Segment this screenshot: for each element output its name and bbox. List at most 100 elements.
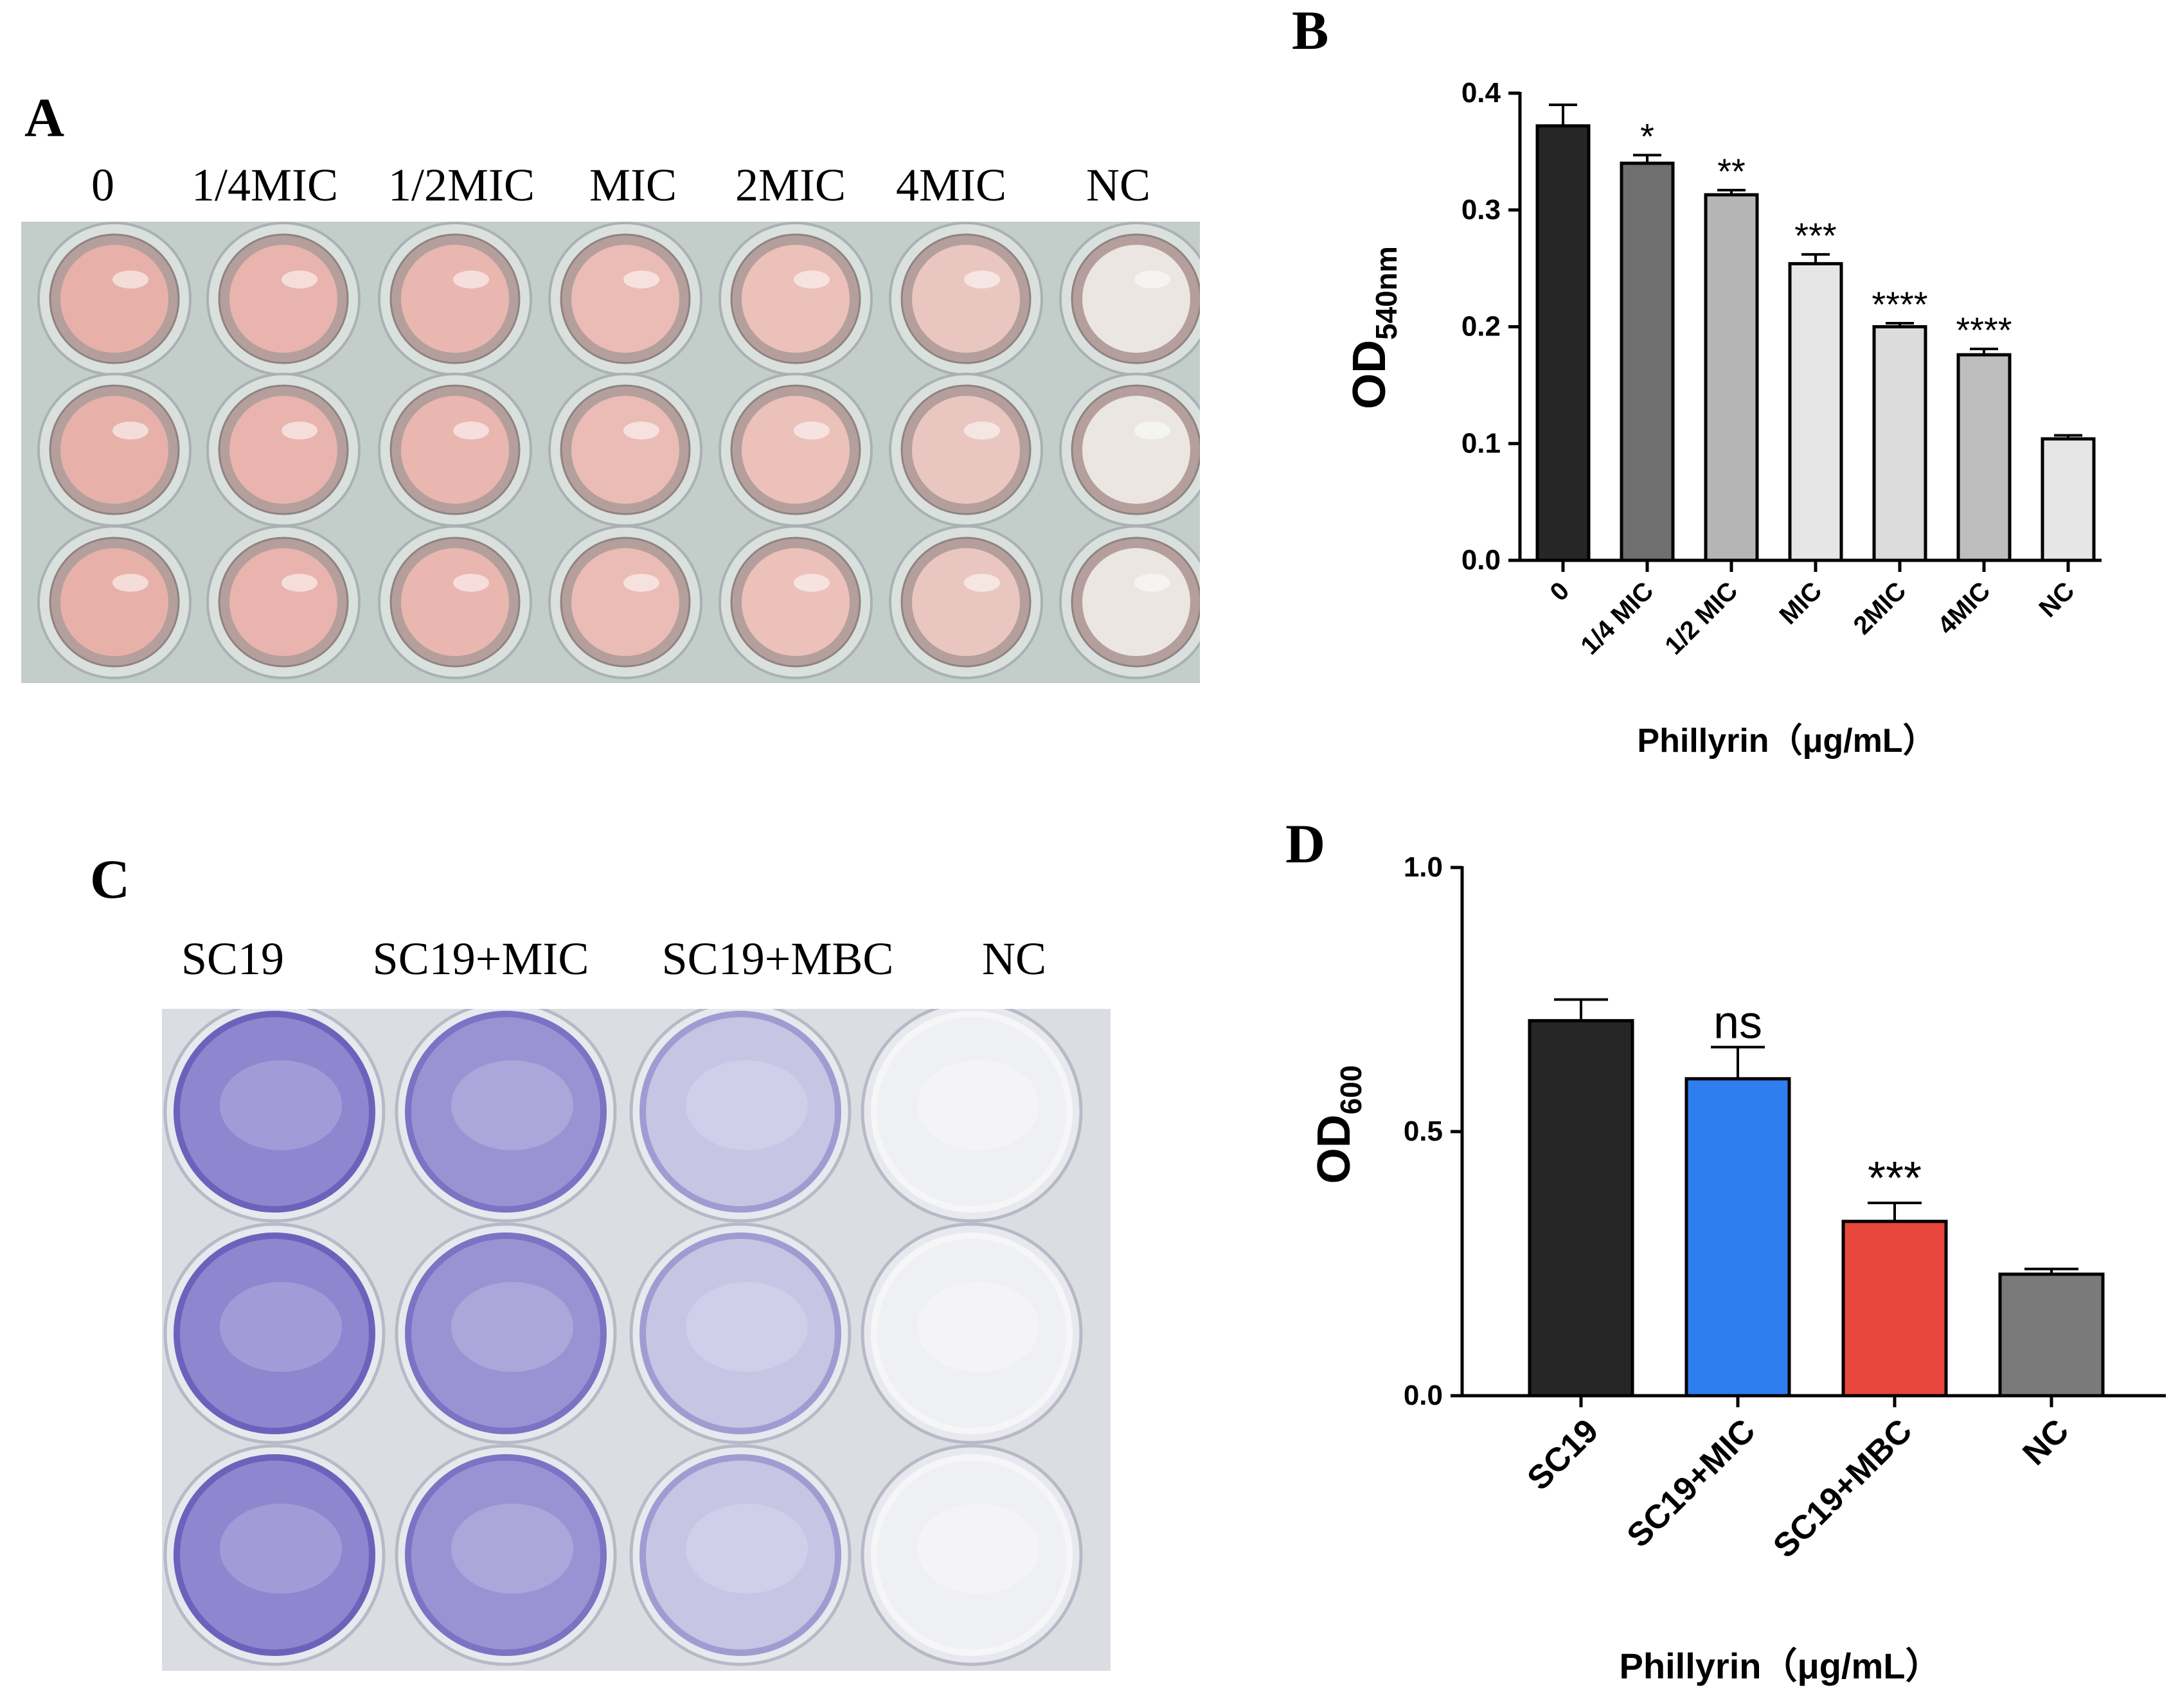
dish-biofilm: [639, 1232, 841, 1434]
dish-highlight: [451, 1504, 573, 1594]
well-liquid: [401, 396, 509, 504]
well-liquid: [60, 245, 168, 353]
bar: [1998, 1272, 2105, 1398]
dish-highlight: [451, 1282, 573, 1372]
well-liquid: [1082, 548, 1190, 656]
significance-label: ***: [1794, 215, 1836, 256]
panel-a-label: 1/4MIC: [191, 159, 339, 211]
well-highlight: [623, 574, 659, 592]
x-category-label: 4MIC: [1933, 576, 1996, 640]
well-highlight: [1134, 271, 1170, 289]
dish-biofilm: [174, 1011, 375, 1213]
well-liquid: [742, 396, 850, 504]
well-liquid: [571, 548, 679, 656]
x-category-label: MIC: [1774, 576, 1827, 630]
dish-highlight: [451, 1060, 573, 1150]
y-tick-label: 0.0: [1461, 544, 1501, 576]
well-highlight: [964, 574, 1000, 592]
chart-b: 0.0 0.1 0.2 0.3 0.4 0 * 1/4 MIC ** 1/2 MIC *** MIC *…: [1344, 77, 2102, 760]
dish-biofilm: [174, 1454, 375, 1656]
bar: [1535, 124, 1591, 562]
significance-label: ns: [1713, 997, 1762, 1048]
x-category-label: SC19+MBC: [1766, 1412, 1919, 1565]
panel-a-label: 0: [91, 159, 114, 211]
y-tick-label: 0.3: [1461, 194, 1501, 226]
dish-highlight: [220, 1282, 342, 1372]
x-category-label: SC19+MIC: [1620, 1412, 1763, 1554]
y-tick-label: 0.0: [1404, 1380, 1443, 1411]
well-highlight: [1134, 422, 1170, 440]
well-highlight: [794, 574, 830, 592]
panel-d-letter: D: [1285, 813, 1326, 875]
panel-a-plate-photo: [21, 222, 1200, 683]
x-category-label: 2MIC: [1848, 576, 1912, 640]
dish-highlight: [686, 1282, 808, 1372]
dish-highlight: [686, 1060, 808, 1150]
well-highlight: [623, 271, 659, 289]
significance-label: ***: [1868, 1153, 1922, 1204]
well-liquid: [229, 548, 337, 656]
panel-c-label: SC19+MBC: [661, 933, 894, 984]
well-highlight: [453, 574, 489, 592]
well-liquid: [1082, 396, 1190, 504]
dish-biofilm: [174, 1232, 375, 1434]
well-highlight: [281, 422, 317, 440]
significance-label: **: [1717, 151, 1746, 191]
bar: [1956, 353, 2012, 562]
significance-label: ****: [1872, 284, 1927, 325]
dish-biofilm: [871, 1011, 1073, 1213]
panel-a-label: NC: [1086, 159, 1151, 211]
y-tick-label: 1.0: [1404, 851, 1443, 883]
dish-biofilm: [405, 1232, 607, 1434]
significance-label: *: [1640, 116, 1654, 156]
x-axis-label: Phillyrin（μg/mL）: [1620, 1646, 1942, 1686]
panel-c-label: SC19: [181, 933, 285, 984]
x-category-label: NC: [2033, 576, 2080, 623]
x-category-label: 0: [1545, 576, 1575, 607]
panel-a-plate: [37, 222, 1200, 679]
dish-highlight: [917, 1060, 1039, 1150]
bar: [1841, 1220, 1948, 1398]
y-axis-label: OD540nm: [1344, 246, 1403, 409]
chart-d: 0.0 0.5 1.0 SC19 ns SC19+MIC *** SC19+MBC NC OD60…: [1309, 851, 2166, 1686]
well-highlight: [623, 422, 659, 440]
panel-a-label: MIC: [589, 159, 677, 211]
significance-label: ****: [1956, 310, 2012, 350]
x-category-label: NC: [2015, 1412, 2076, 1472]
well-highlight: [453, 422, 489, 440]
dish-highlight: [917, 1282, 1039, 1372]
well-liquid: [742, 245, 850, 353]
well-liquid: [912, 548, 1020, 656]
well-highlight: [794, 271, 830, 289]
x-category-label: 1/2 MIC: [1659, 576, 1743, 660]
panel-b-letter: B: [1292, 0, 1329, 61]
well-highlight: [112, 574, 148, 592]
well-liquid: [912, 396, 1020, 504]
well-liquid: [229, 245, 337, 353]
well-liquid: [912, 245, 1020, 353]
y-tick-label: 0.5: [1404, 1116, 1443, 1147]
dish-highlight: [917, 1504, 1039, 1594]
well-liquid: [60, 548, 168, 656]
bar: [1872, 325, 1927, 562]
panel-c-plate-photo: [162, 1009, 1111, 1671]
well-highlight: [281, 271, 317, 289]
panel-a-letter: A: [24, 87, 65, 148]
panel-a-label: 1/2MIC: [388, 159, 535, 211]
y-axis-label: OD600: [1309, 1065, 1368, 1184]
panel-c-plate: [163, 1009, 1083, 1666]
x-category-label: 1/4 MIC: [1575, 576, 1659, 660]
dish-biofilm: [405, 1454, 607, 1656]
well-liquid: [742, 548, 850, 656]
well-highlight: [281, 574, 317, 592]
well-highlight: [112, 271, 148, 289]
dish-biofilm: [405, 1011, 607, 1213]
dish-highlight: [220, 1504, 342, 1594]
well-highlight: [964, 422, 1000, 440]
well-liquid: [401, 548, 509, 656]
well-liquid: [60, 396, 168, 504]
bar: [1704, 193, 1759, 562]
bar: [1684, 1077, 1791, 1398]
bar: [1620, 161, 1675, 562]
bar: [1528, 1019, 1634, 1398]
